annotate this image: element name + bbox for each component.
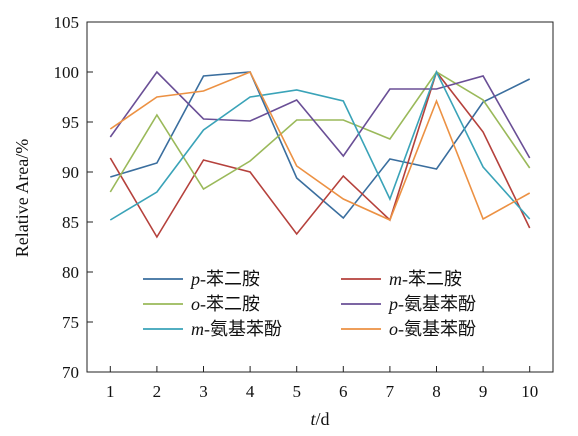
legend-entry: m-苯二胺 bbox=[389, 269, 462, 289]
legend-entry-prefix: o bbox=[389, 319, 398, 339]
y-tick-label: 75 bbox=[62, 313, 79, 332]
legend-entry-suffix: -氨基苯酚 bbox=[204, 319, 282, 339]
legend-entry-prefix: p bbox=[387, 294, 398, 314]
x-tick-label: 2 bbox=[153, 382, 162, 401]
x-tick-label: 7 bbox=[386, 382, 395, 401]
legend-entry-suffix: -苯二胺 bbox=[200, 294, 260, 314]
legend-entry-suffix: -苯二胺 bbox=[200, 269, 260, 289]
legend-entry-suffix: -氨基苯酚 bbox=[398, 319, 476, 339]
x-axis-title-unit: /d bbox=[316, 409, 330, 429]
legend-entry: o-氨基苯酚 bbox=[389, 319, 476, 339]
legend-entry: m-氨基苯酚 bbox=[191, 319, 282, 339]
y-tick-label: 105 bbox=[54, 13, 80, 32]
legend-entry-prefix: p bbox=[189, 269, 200, 289]
series-line-o-氨基苯酚 bbox=[109, 70, 531, 222]
series-line-o-苯二胺 bbox=[109, 70, 531, 193]
plot-frame bbox=[86, 21, 554, 373]
legend-entry-suffix: -氨基苯酚 bbox=[398, 294, 476, 314]
series-lines bbox=[109, 69, 531, 239]
legend-entry: o-苯二胺 bbox=[191, 294, 260, 314]
y-tick-label: 70 bbox=[62, 363, 79, 382]
x-tick-label: 10 bbox=[521, 382, 538, 401]
x-tick-label: 5 bbox=[292, 382, 301, 401]
y-tick-label: 80 bbox=[62, 263, 79, 282]
series-line-m-苯二胺 bbox=[109, 70, 531, 239]
x-axis-title-italic: t bbox=[310, 409, 316, 429]
y-tick-label: 100 bbox=[54, 63, 80, 82]
x-tick-label: 8 bbox=[432, 382, 441, 401]
y-tick-label: 85 bbox=[62, 213, 79, 232]
legend-entry-prefix: m bbox=[191, 319, 204, 339]
series-line-p-苯二胺 bbox=[110, 71, 531, 220]
series-line-p-氨基苯酚 bbox=[109, 70, 531, 159]
x-tick-label: 6 bbox=[339, 382, 348, 401]
legend-entry-prefix: o bbox=[191, 294, 200, 314]
x-tick-label: 3 bbox=[199, 382, 208, 401]
legend-entry: p-氨基苯酚 bbox=[387, 294, 476, 314]
legend-entry: p-苯二胺 bbox=[189, 269, 260, 289]
legend-entry-prefix: m bbox=[389, 269, 402, 289]
x-tick-label: 1 bbox=[106, 382, 115, 401]
x-tick-label: 9 bbox=[479, 382, 488, 401]
x-axis-title: t/d bbox=[310, 409, 329, 429]
x-axis: 1 2 3 4 5 6 7 8 9 10 bbox=[106, 366, 538, 401]
legend-entry-suffix: -苯二胺 bbox=[402, 269, 462, 289]
series-line-m-氨基苯酚 bbox=[109, 69, 531, 221]
y-axis-title: Relative Area/% bbox=[12, 139, 32, 257]
x-tick-label: 4 bbox=[246, 382, 255, 401]
y-tick-label: 95 bbox=[62, 113, 79, 132]
y-axis: 70 75 80 85 90 95 100 105 bbox=[54, 13, 93, 382]
y-tick-label: 90 bbox=[62, 163, 79, 182]
